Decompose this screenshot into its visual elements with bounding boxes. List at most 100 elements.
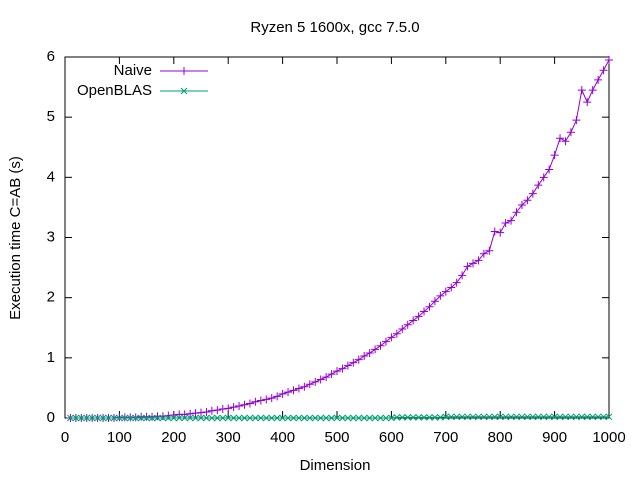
point-marker <box>583 98 592 107</box>
point-marker <box>202 407 211 416</box>
x-tick-label: 0 <box>61 429 69 446</box>
point-marker <box>594 75 603 84</box>
point-marker <box>513 413 520 421</box>
point-marker <box>121 414 129 422</box>
point-marker <box>545 413 553 421</box>
series-line <box>70 59 610 419</box>
point-marker <box>393 414 401 421</box>
series-line <box>70 416 609 419</box>
point-marker <box>496 228 505 237</box>
y-tick-label: 1 <box>47 349 55 366</box>
point-marker <box>381 337 390 346</box>
point-marker <box>252 414 259 422</box>
point-marker <box>463 262 472 271</box>
point-marker <box>235 401 244 410</box>
point-marker <box>534 181 543 190</box>
point-marker <box>562 413 569 421</box>
point-marker <box>240 400 249 409</box>
point-marker <box>317 414 325 422</box>
point-marker <box>294 384 303 393</box>
point-marker <box>430 297 439 306</box>
point-marker <box>431 414 439 421</box>
point-marker <box>376 341 385 350</box>
point-marker <box>453 413 461 421</box>
point-marker <box>539 173 548 182</box>
point-marker <box>398 324 407 333</box>
point-marker <box>474 256 483 265</box>
point-marker <box>88 414 96 422</box>
legend-marker <box>180 87 188 95</box>
point-marker <box>154 414 161 422</box>
point-marker <box>464 413 471 421</box>
point-marker <box>420 414 428 421</box>
point-marker <box>414 312 423 321</box>
point-marker <box>437 414 444 421</box>
point-marker <box>327 370 336 379</box>
point-marker <box>256 396 265 405</box>
point-marker <box>469 259 477 268</box>
legend-label: Naive <box>114 62 152 79</box>
x-tick-label: 300 <box>216 429 241 446</box>
point-marker <box>556 413 564 421</box>
point-marker <box>301 414 308 422</box>
point-marker <box>322 414 330 422</box>
point-marker <box>403 320 412 329</box>
point-marker <box>365 349 374 358</box>
point-marker <box>316 375 325 384</box>
point-marker <box>333 367 341 376</box>
point-marker <box>245 399 254 408</box>
point-marker <box>207 406 216 415</box>
point-marker <box>518 413 526 421</box>
point-marker <box>273 392 282 401</box>
point-marker <box>534 413 542 421</box>
point-marker <box>99 414 107 422</box>
point-marker <box>197 408 205 417</box>
legend-label: OpenBLAS <box>77 82 152 99</box>
point-marker <box>436 291 445 300</box>
point-marker <box>409 414 417 421</box>
point-marker <box>175 414 183 422</box>
point-marker <box>158 412 167 421</box>
point-marker <box>599 66 608 75</box>
point-marker <box>110 414 118 422</box>
point-marker <box>392 329 401 338</box>
point-marker <box>354 355 363 364</box>
point-marker <box>517 201 526 210</box>
point-marker <box>441 287 450 296</box>
x-tick-label: 500 <box>324 429 349 446</box>
point-marker <box>485 413 493 421</box>
point-marker <box>490 227 499 236</box>
point-marker <box>572 116 581 125</box>
point-marker <box>181 414 189 422</box>
point-marker <box>311 377 320 386</box>
point-marker <box>398 414 406 421</box>
point-marker <box>186 409 195 418</box>
point-marker <box>360 414 368 422</box>
point-marker <box>180 410 189 419</box>
point-marker <box>540 413 548 421</box>
point-marker <box>159 414 167 422</box>
point-marker <box>556 134 565 143</box>
point-marker <box>338 364 347 373</box>
point-marker <box>322 373 331 382</box>
point-marker <box>126 414 134 422</box>
point-marker <box>528 189 537 198</box>
point-marker <box>230 414 237 422</box>
x-tick-label: 1000 <box>592 429 625 446</box>
point-marker <box>67 414 74 422</box>
point-marker <box>524 413 531 421</box>
point-marker <box>388 414 395 422</box>
point-marker <box>273 414 281 422</box>
point-marker <box>94 414 101 422</box>
point-marker <box>349 414 357 422</box>
point-marker <box>545 165 554 174</box>
point-marker <box>306 414 314 422</box>
point-marker <box>203 414 210 422</box>
point-marker <box>278 389 287 398</box>
point-marker <box>224 404 233 413</box>
point-marker <box>105 414 112 422</box>
point-marker <box>251 397 260 406</box>
point-marker <box>420 307 429 316</box>
y-tick-label: 2 <box>47 289 55 306</box>
point-marker <box>485 246 494 255</box>
